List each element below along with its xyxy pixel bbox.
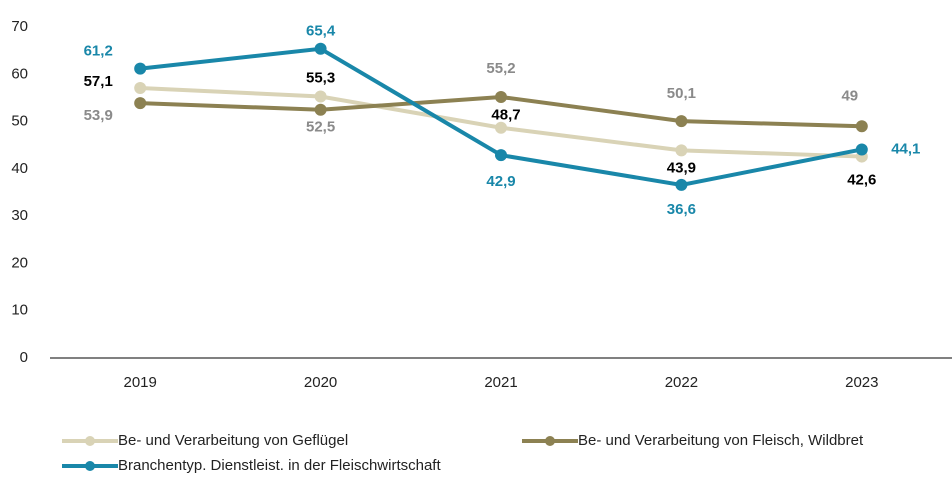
data-label: 44,1 [891, 140, 920, 157]
data-label: 52,5 [306, 119, 335, 136]
point [134, 62, 147, 75]
data-label: 55,2 [486, 60, 515, 77]
point [134, 81, 147, 94]
y-tick-label: 30 [11, 207, 28, 224]
point [855, 143, 868, 156]
point [134, 97, 147, 110]
y-tick-label: 0 [20, 349, 28, 366]
data-label: 42,9 [486, 173, 515, 190]
data-label: 65,4 [306, 23, 336, 40]
x-tick-label: 2019 [124, 374, 157, 391]
point [855, 120, 868, 133]
point [314, 42, 327, 55]
data-label: 36,6 [667, 201, 696, 218]
y-tick-label: 60 [11, 65, 28, 82]
point [675, 115, 688, 128]
data-label: 50,1 [667, 85, 696, 102]
x-tick-label: 2021 [484, 374, 517, 391]
legend-marker [545, 436, 555, 446]
point [675, 144, 688, 157]
data-label: 48,7 [491, 107, 520, 124]
y-tick-label: 70 [11, 18, 28, 35]
point [314, 103, 327, 116]
data-label: 61,2 [84, 43, 113, 60]
data-label: 55,3 [306, 69, 335, 86]
legend-label: Be- und Verarbeitung von Fleisch, Wildbr… [578, 432, 864, 449]
point [495, 149, 507, 162]
x-tick-label: 2023 [845, 374, 878, 391]
y-tick-label: 10 [11, 302, 28, 319]
legend-label: Be- und Verarbeitung von Geflügel [118, 432, 348, 449]
data-label: 57,1 [84, 73, 113, 90]
y-tick-label: 20 [11, 254, 28, 271]
data-label: 43,9 [667, 159, 696, 176]
data-label: 49 [841, 87, 858, 104]
data-label: 42,6 [847, 172, 876, 189]
point [314, 90, 327, 103]
y-tick-label: 40 [11, 160, 28, 177]
x-tick-label: 2020 [304, 374, 337, 391]
legend-marker [85, 436, 95, 446]
legend-label: Branchentyp. Dienstleist. in der Fleisch… [118, 457, 441, 474]
point [495, 121, 507, 134]
legend-marker [85, 461, 95, 471]
point [495, 90, 507, 103]
data-label: 53,9 [84, 107, 113, 124]
x-tick-label: 2022 [665, 374, 698, 391]
point [675, 178, 688, 191]
y-tick-label: 50 [11, 113, 28, 130]
